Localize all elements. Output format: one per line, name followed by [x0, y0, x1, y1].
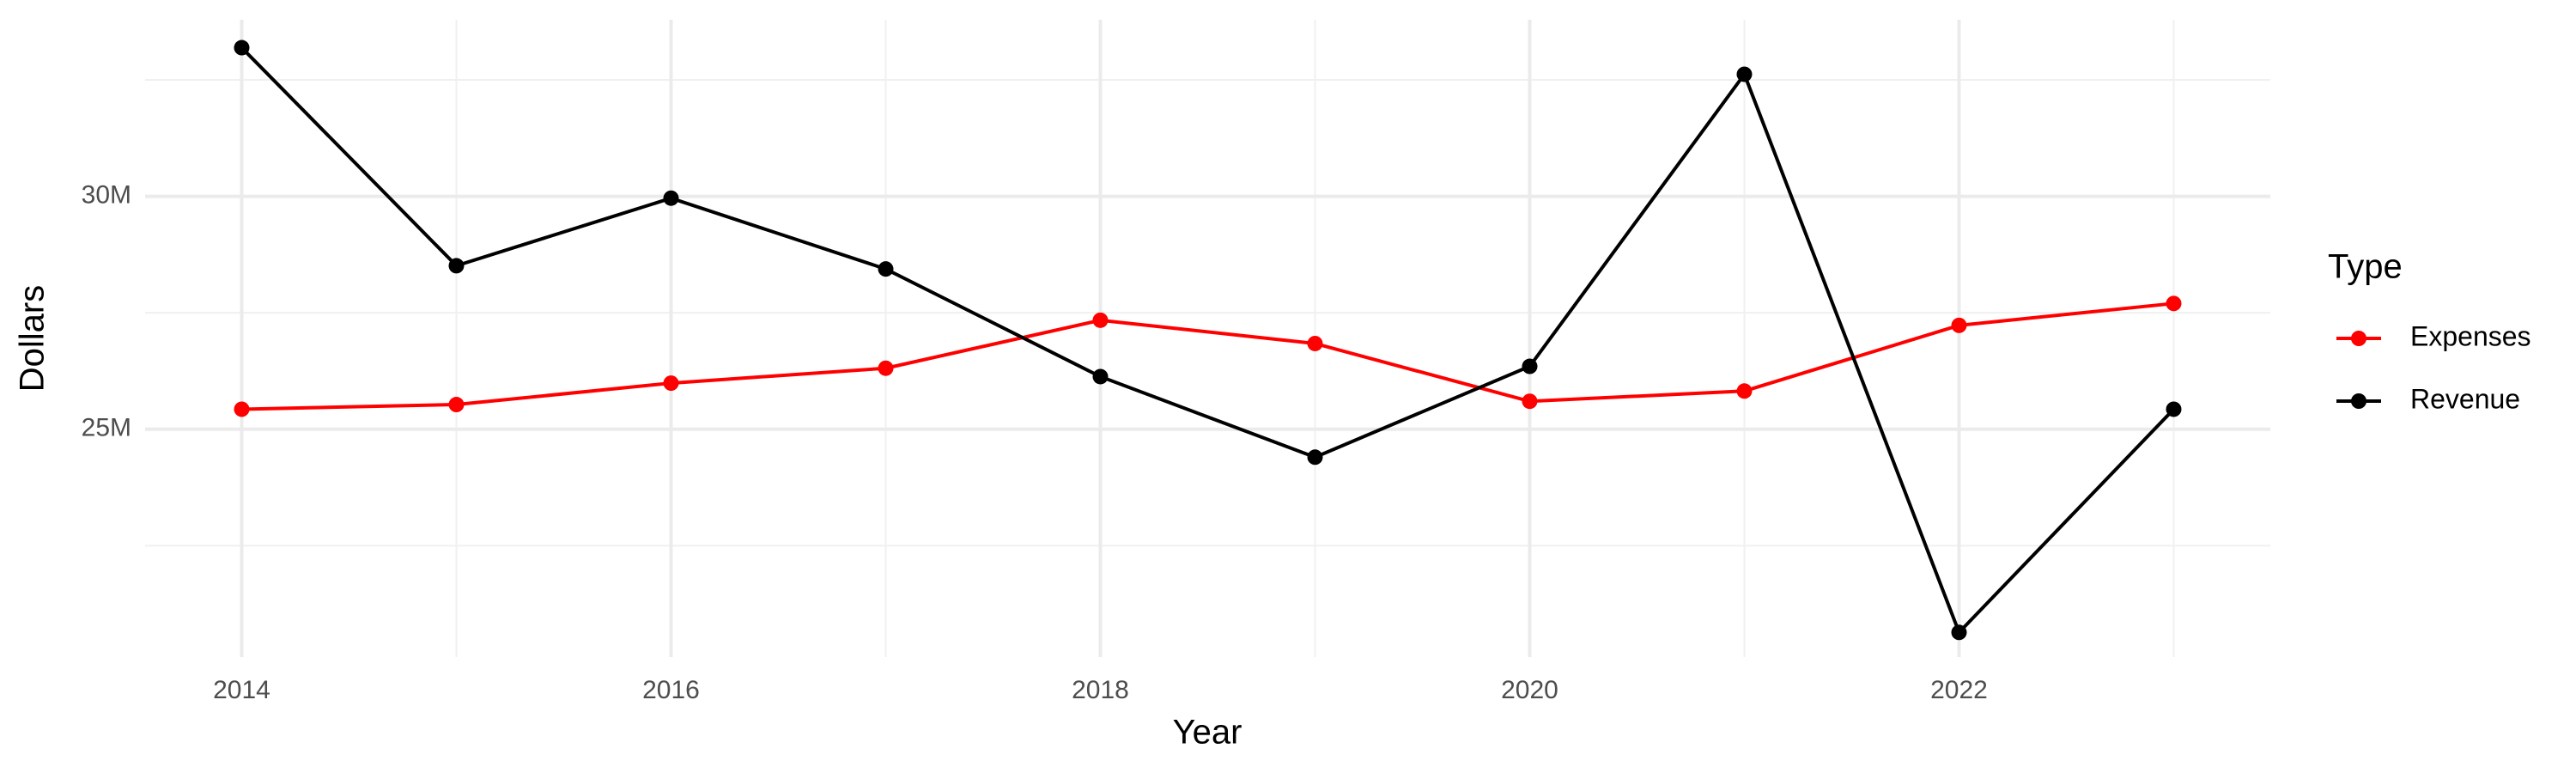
data-point	[2166, 295, 2182, 312]
x-tick-label: 2014	[213, 676, 270, 704]
data-point	[1522, 358, 1538, 374]
data-point	[234, 401, 250, 417]
legend-point	[2351, 331, 2366, 346]
data-point	[878, 261, 894, 277]
x-tick-label: 2018	[1072, 676, 1129, 704]
data-point	[1951, 624, 1967, 641]
data-point	[1951, 317, 1967, 333]
data-point	[663, 190, 679, 206]
x-tick-label: 2016	[642, 676, 700, 704]
series-line	[241, 301, 2174, 411]
data-point	[1092, 312, 1109, 328]
data-point	[1307, 449, 1323, 466]
y-tick-label: 25M	[82, 414, 131, 442]
data-point	[234, 40, 250, 56]
x-tick-label: 2022	[1930, 676, 1988, 704]
legend-title: Type	[2328, 248, 2403, 286]
x-axis-title: Year	[1173, 714, 1242, 752]
series-line	[240, 46, 2175, 636]
y-axis-title: Dollars	[14, 285, 52, 392]
legend-point	[2351, 393, 2366, 409]
data-point	[1092, 368, 1109, 385]
legend-label: Revenue	[2410, 383, 2520, 414]
data-point	[1736, 66, 1753, 82]
data-point	[878, 360, 894, 376]
data-point	[1736, 383, 1753, 399]
data-point	[2166, 401, 2182, 417]
data-point	[1522, 393, 1538, 410]
data-point	[663, 375, 679, 392]
data-point	[448, 258, 465, 274]
legend-label: Expenses	[2410, 320, 2531, 351]
x-tick-label: 2020	[1501, 676, 1558, 704]
y-tick-label: 30M	[82, 180, 131, 209]
data-point	[1307, 335, 1323, 351]
data-point	[448, 397, 465, 413]
